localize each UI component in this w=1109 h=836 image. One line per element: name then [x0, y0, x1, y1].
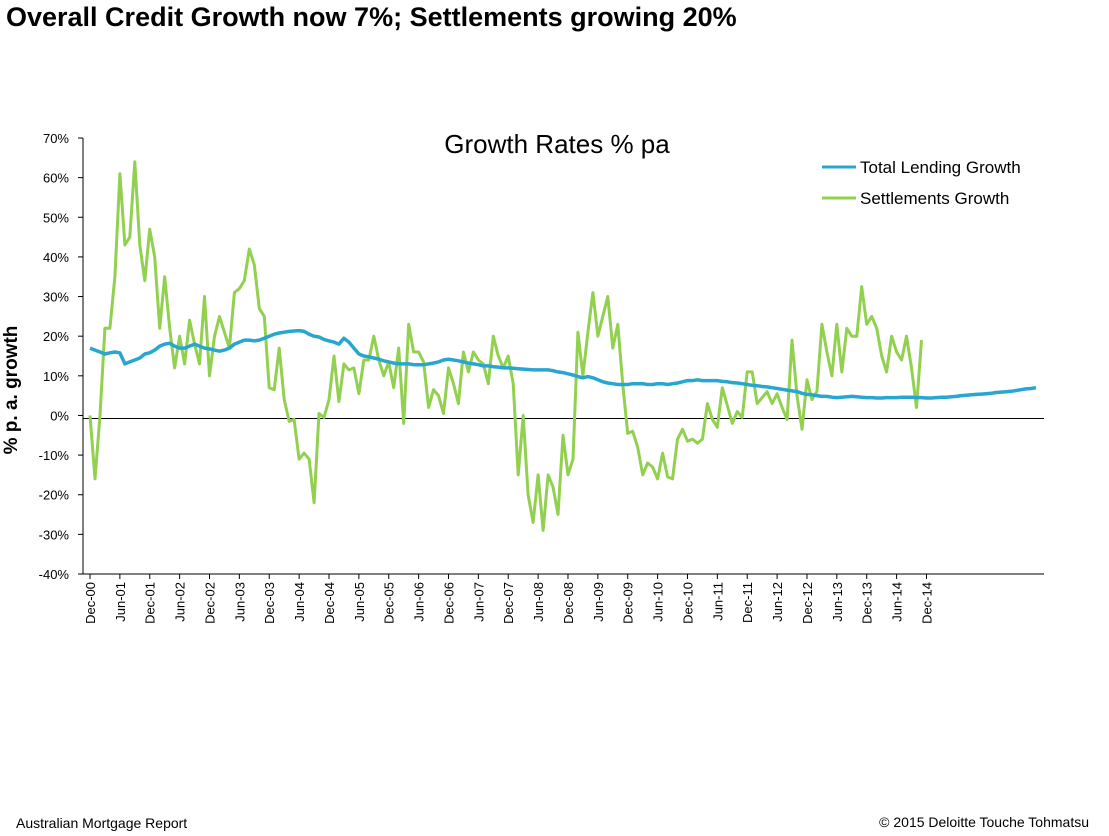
y-tick-label: 20% [43, 329, 69, 344]
footer-source: Australian Mortgage Report [16, 815, 188, 831]
x-tick-label: Jun-03 [232, 582, 247, 622]
y-tick-label: 70% [43, 131, 69, 146]
x-tick-label: Jun-01 [113, 582, 128, 622]
x-tick-label: Jun-09 [591, 582, 606, 622]
x-tick-label: Dec-13 [860, 582, 875, 624]
series-line-total-lending [89, 328, 1037, 400]
x-tick-label: Jun-13 [830, 582, 845, 622]
x-tick-label: Jun-12 [770, 582, 785, 622]
y-tick-label: -30% [39, 527, 70, 542]
y-axis-label: % p. a. growth [1, 326, 22, 455]
x-tick-label: Jun-05 [352, 582, 367, 622]
x-tick-label: Jun-14 [890, 582, 905, 622]
x-tick-label: Jun-08 [531, 582, 546, 622]
legend-label-total-lending: Total Lending Growth [860, 158, 1021, 177]
chart-title: Growth Rates % pa [444, 129, 670, 159]
x-tick-label: Jun-06 [412, 582, 427, 622]
y-tick-label: -40% [39, 567, 70, 582]
x-tick-label: Dec-04 [322, 582, 337, 624]
x-tick-label: Jun-11 [710, 582, 725, 621]
x-tick-label: Dec-03 [262, 582, 277, 624]
x-axis: Dec-00 Jun-01 Dec-01 Jun-02 Dec-02 Jun-03 Dec-… [83, 417, 1044, 624]
y-tick-label: 10% [43, 369, 69, 384]
x-tick-label: Dec-05 [382, 582, 397, 624]
x-tick-label: Dec-10 [680, 582, 695, 624]
x-tick-label: Dec-01 [143, 582, 158, 624]
y-tick-label: 60% [43, 171, 69, 186]
x-tick-label: Dec-11 [740, 582, 755, 623]
series-lines [88, 160, 1037, 532]
legend-label-settlements: Settlements Growth [860, 189, 1009, 208]
x-tick-label: Jun-10 [651, 582, 666, 622]
y-tick-label: 0% [50, 408, 69, 423]
x-tick-label: Dec-07 [501, 582, 516, 624]
x-tick-label: Dec-02 [202, 582, 217, 624]
x-tick-label: Jun-02 [173, 582, 188, 622]
series-line-settlements [88, 160, 923, 532]
x-tick-label: Dec-12 [800, 582, 815, 624]
y-tick-label: -10% [39, 448, 70, 463]
x-tick-label: Dec-14 [919, 582, 934, 624]
x-tick-label: Dec-00 [83, 582, 98, 624]
y-tick-label: 50% [43, 210, 69, 225]
y-axis: 70% 60% 50% 40% 30% 20% 10% 0% -10% -20% -30% -40% [39, 131, 84, 582]
legend: Total Lending Growth Settlements Growth [822, 158, 1021, 208]
x-tick-label: Jun-07 [471, 582, 486, 622]
y-tick-label: 30% [43, 290, 69, 305]
footer-copyright: © 2015 Deloitte Touche Tohmatsu [879, 814, 1089, 830]
x-tick-label: Dec-09 [621, 582, 636, 624]
x-tick-label: Dec-08 [561, 582, 576, 624]
x-tick-label: Dec-06 [441, 582, 456, 624]
headline: Overall Credit Growth now 7%; Settlement… [6, 2, 737, 32]
y-tick-label: 40% [43, 250, 69, 265]
x-tick-label: Jun-04 [292, 582, 307, 622]
y-tick-label: -20% [39, 488, 70, 503]
